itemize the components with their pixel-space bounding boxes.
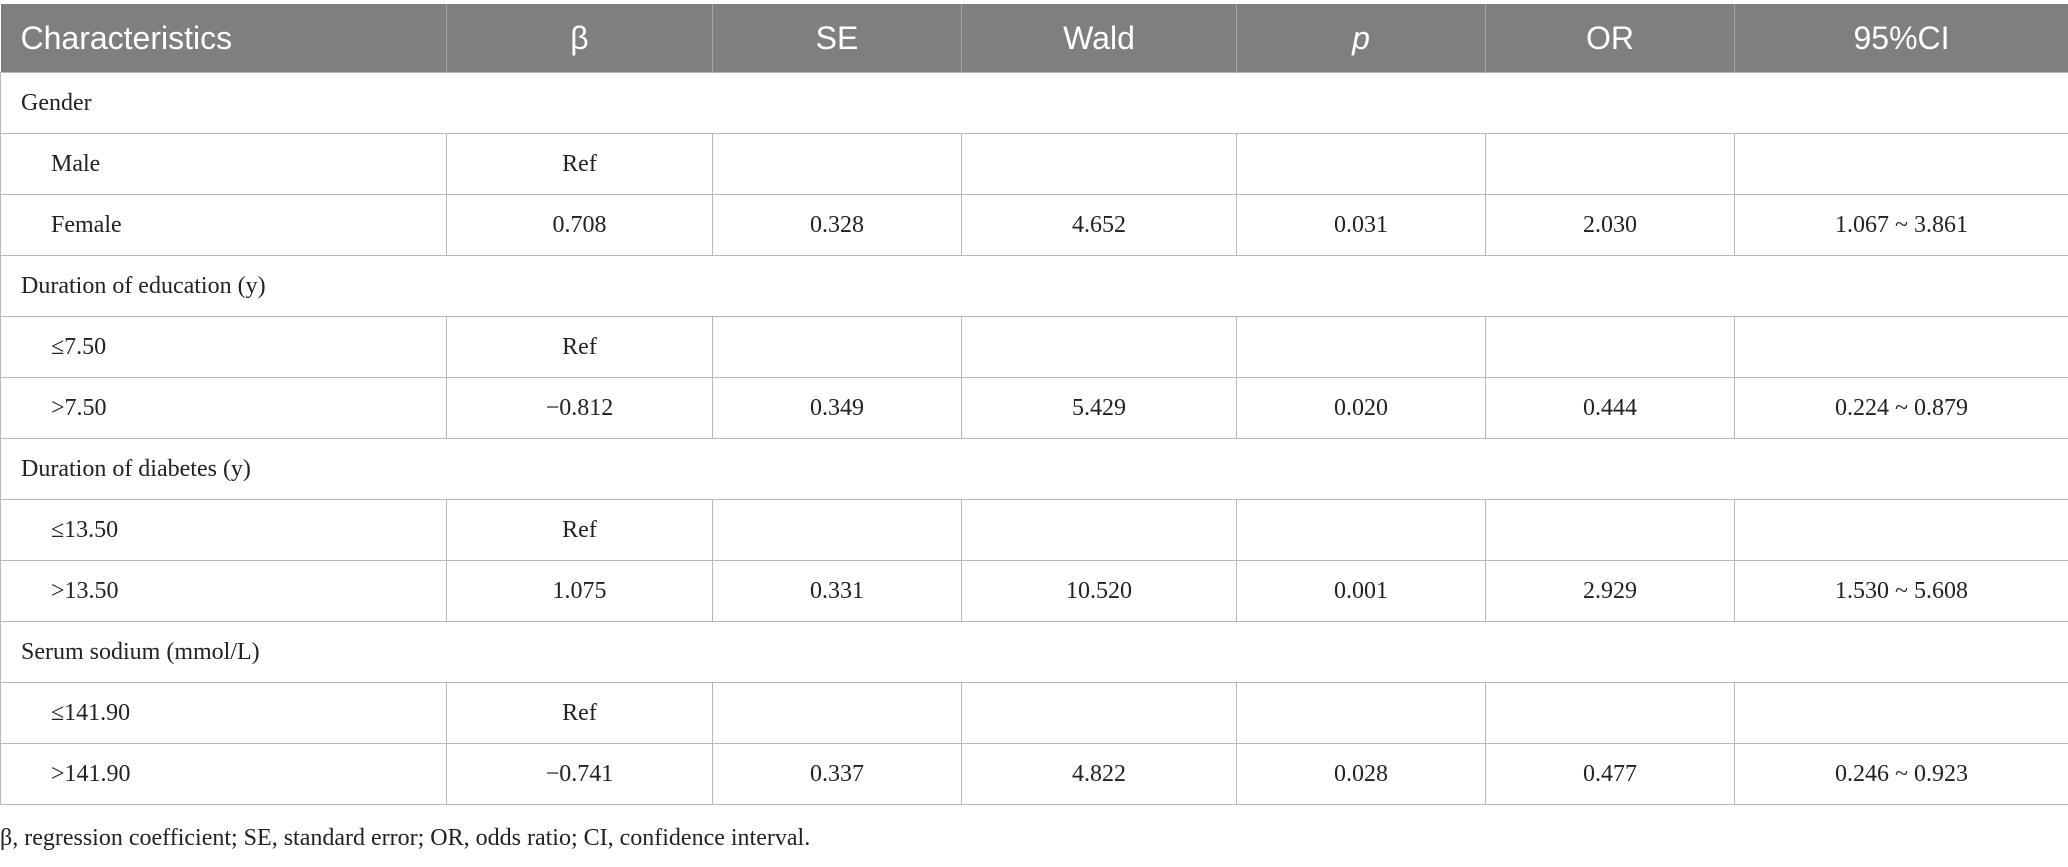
cell: 4.652 xyxy=(961,194,1237,256)
cell: 0.246 ~ 0.923 xyxy=(1734,743,2068,805)
row-label: >141.90 xyxy=(0,743,447,805)
empty-cell xyxy=(1236,499,1486,561)
cell: 5.429 xyxy=(961,377,1237,439)
empty-cell xyxy=(961,682,1237,744)
empty-cell xyxy=(712,133,962,195)
row-label: >7.50 xyxy=(0,377,447,439)
empty-cell xyxy=(1236,682,1486,744)
empty-cell xyxy=(1734,133,2068,195)
header-cell: OR xyxy=(1485,4,1735,73)
cell: 4.822 xyxy=(961,743,1237,805)
row-label: >13.50 xyxy=(0,560,447,622)
empty-cell xyxy=(712,499,962,561)
cell: 0.028 xyxy=(1236,743,1486,805)
empty-cell xyxy=(1734,316,2068,378)
group-label: Gender xyxy=(0,72,2068,134)
cell: 0.001 xyxy=(1236,560,1486,622)
cell: Ref xyxy=(446,316,713,378)
cell: Ref xyxy=(446,499,713,561)
row-label: ≤13.50 xyxy=(0,499,447,561)
row-label: Female xyxy=(0,194,447,256)
data-row: ≤13.50 Ref xyxy=(0,499,2068,561)
empty-cell xyxy=(961,499,1237,561)
cell: 2.030 xyxy=(1485,194,1735,256)
header-cell: 95%CI xyxy=(1734,4,2068,73)
cell: 0.224 ~ 0.879 xyxy=(1734,377,2068,439)
table-body: Gender Male Ref Female 0.708 0.328 4.652 0.031 2… xyxy=(0,72,2068,805)
header-cell: β xyxy=(446,4,713,73)
data-row: >7.50 −0.812 0.349 5.429 0.020 0.444 0.224 ~ 0… xyxy=(0,377,2068,439)
data-row: Male Ref xyxy=(0,133,2068,195)
header-row: Characteristics β SE Wald p OR 95%CI xyxy=(0,4,2068,73)
group-label: Duration of diabetes (y) xyxy=(0,438,2068,500)
row-label: ≤7.50 xyxy=(0,316,447,378)
cell: 0.337 xyxy=(712,743,962,805)
cell: 0.708 xyxy=(446,194,713,256)
data-row: ≤141.90 Ref xyxy=(0,682,2068,744)
group-label: Duration of education (y) xyxy=(0,255,2068,317)
empty-cell xyxy=(712,316,962,378)
cell: 2.929 xyxy=(1485,560,1735,622)
cell: 0.020 xyxy=(1236,377,1486,439)
empty-cell xyxy=(1236,316,1486,378)
empty-cell xyxy=(961,316,1237,378)
empty-cell xyxy=(1734,682,2068,744)
cell: −0.812 xyxy=(446,377,713,439)
header-cell: SE xyxy=(712,4,962,73)
cell: −0.741 xyxy=(446,743,713,805)
group-label: Serum sodium (mmol/L) xyxy=(0,621,2068,683)
cell: Ref xyxy=(446,133,713,195)
empty-cell xyxy=(1485,133,1735,195)
cell: 1.067 ~ 3.861 xyxy=(1734,194,2068,256)
empty-cell xyxy=(712,682,962,744)
header-cell: Characteristics xyxy=(0,4,447,73)
footnote: β, regression coefficient; SE, standard … xyxy=(0,825,811,851)
header-cell: Wald xyxy=(961,4,1237,73)
empty-cell xyxy=(1485,316,1735,378)
group-row: Gender xyxy=(0,72,2068,134)
group-row: Duration of education (y) xyxy=(0,255,2068,317)
cell: 0.444 xyxy=(1485,377,1735,439)
cell: 10.520 xyxy=(961,560,1237,622)
empty-cell xyxy=(1236,133,1486,195)
data-row: ≤7.50 Ref xyxy=(0,316,2068,378)
empty-cell xyxy=(1485,682,1735,744)
group-row: Serum sodium (mmol/L) xyxy=(0,621,2068,683)
data-row: >13.50 1.075 0.331 10.520 0.001 2.929 1.530 ~ … xyxy=(0,560,2068,622)
cell: 0.328 xyxy=(712,194,962,256)
cell: 1.075 xyxy=(446,560,713,622)
results-table: Characteristics β SE Wald p OR 95%CI Gender Mal… xyxy=(0,4,2068,805)
cell: Ref xyxy=(446,682,713,744)
cell: 1.530 ~ 5.608 xyxy=(1734,560,2068,622)
data-row: Female 0.708 0.328 4.652 0.031 2.030 1.067 ~ 3… xyxy=(0,194,2068,256)
group-row: Duration of diabetes (y) xyxy=(0,438,2068,500)
empty-cell xyxy=(1734,499,2068,561)
cell: 0.331 xyxy=(712,560,962,622)
data-row: >141.90 −0.741 0.337 4.822 0.028 0.477 0.246 ~… xyxy=(0,743,2068,805)
cell: 0.349 xyxy=(712,377,962,439)
empty-cell xyxy=(1485,499,1735,561)
empty-cell xyxy=(961,133,1237,195)
row-label: ≤141.90 xyxy=(0,682,447,744)
row-label: Male xyxy=(0,133,447,195)
cell: 0.477 xyxy=(1485,743,1735,805)
header-cell: p xyxy=(1236,4,1486,73)
cell: 0.031 xyxy=(1236,194,1486,256)
